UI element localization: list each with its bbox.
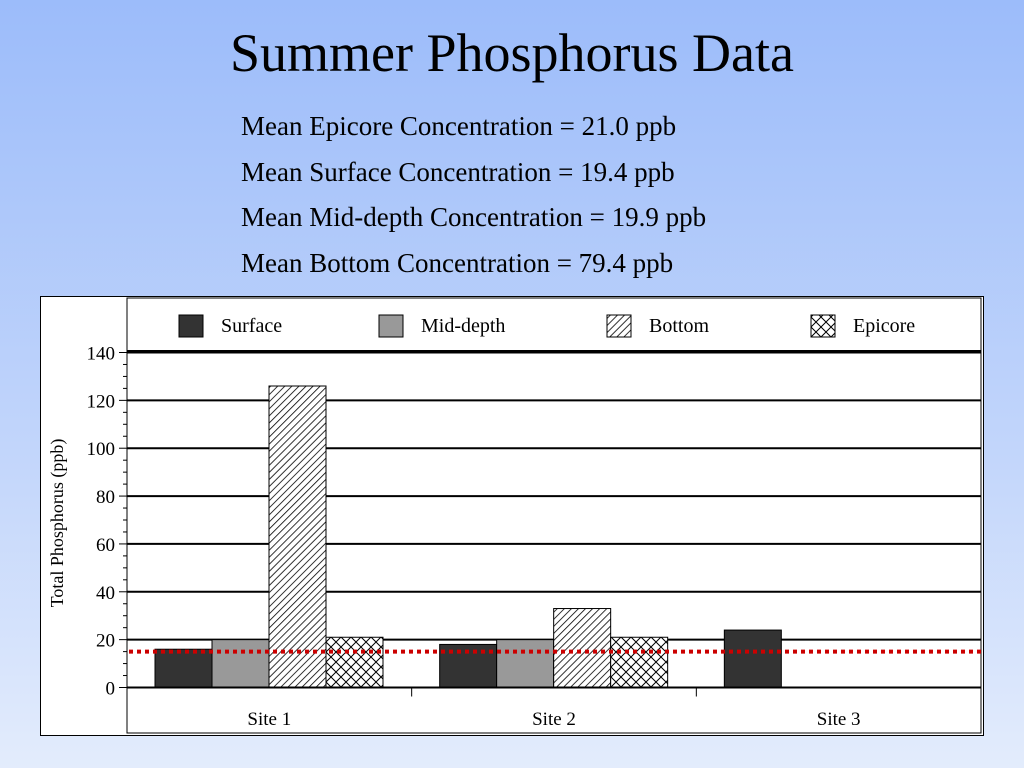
y-tick-label: 100 bbox=[87, 439, 116, 460]
bar-surface-site-1 bbox=[154, 648, 213, 689]
legend-label-bottom: Bottom bbox=[649, 315, 709, 337]
y-tick-label: 40 bbox=[96, 583, 115, 604]
legend-swatch-epicore bbox=[810, 314, 836, 338]
legend-swatch-surface bbox=[178, 314, 204, 338]
y-tick-label: 120 bbox=[87, 391, 116, 412]
slide-title: Summer Phosphorus Data bbox=[230, 23, 794, 83]
y-tick-label: 0 bbox=[106, 679, 116, 700]
mean-surface-text: Mean Surface Concentration = 19.4 ppb bbox=[241, 156, 675, 187]
bar-epicore-site-1 bbox=[325, 636, 384, 688]
legend-swatch-bottom bbox=[606, 314, 632, 338]
bar-surface-site-3 bbox=[723, 629, 782, 689]
bar-mid-depth-site-2 bbox=[496, 639, 555, 688]
legend-label-epicore: Epicore bbox=[853, 315, 915, 337]
bar-bottom-site-2 bbox=[553, 608, 612, 688]
x-tick-label: Site 2 bbox=[532, 709, 576, 730]
phosphorus-bar-chart: 0 20 40 60 80 100 120 140 Total Phosphorus (ppb)… bbox=[47, 297, 982, 734]
y-tick-label: 140 bbox=[87, 344, 116, 365]
mean-mid-depth-text: Mean Mid-depth Concentration = 19.9 ppb bbox=[241, 202, 707, 232]
y-tick-label: 60 bbox=[96, 535, 115, 556]
mean-bottom-text: Mean Bottom Concentration = 79.4 ppb bbox=[241, 247, 674, 278]
legend-label-surface: Surface bbox=[221, 315, 282, 337]
y-axis-label: Total Phosphorus (ppb) bbox=[47, 439, 68, 608]
mean-epicore-text: Mean Epicore Concentration = 21.0 ppb bbox=[241, 111, 677, 141]
x-tick-label: Site 3 bbox=[817, 709, 861, 730]
x-tick-label: Site 1 bbox=[247, 709, 291, 730]
bar-epicore-site-2 bbox=[610, 636, 669, 688]
bar-bottom-site-1 bbox=[268, 385, 327, 688]
plot-border bbox=[126, 297, 982, 734]
chart-frame: 0 20 40 60 80 100 120 140 Total Phosphorus (ppb)… bbox=[40, 296, 984, 736]
legend-swatch-mid-depth bbox=[378, 314, 404, 338]
bar-mid-depth-site-1 bbox=[211, 639, 270, 688]
y-tick-label: 20 bbox=[96, 631, 115, 652]
mean-concentrations: Mean Epicore Concentration = 21.0 ppb Me… bbox=[241, 104, 706, 286]
y-tick-label: 80 bbox=[96, 487, 115, 508]
legend-label-mid-depth: Mid-depth bbox=[421, 315, 505, 337]
